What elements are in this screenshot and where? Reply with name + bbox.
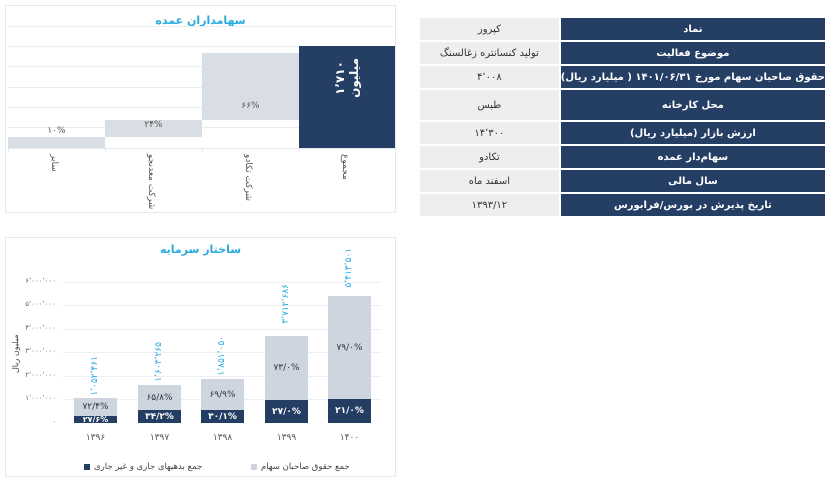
x-tick-label: ۱۳۹۶ bbox=[85, 433, 106, 443]
grid-line bbox=[7, 87, 394, 88]
table-row: سال مالی اسفند ماه bbox=[420, 170, 825, 192]
capital-chart-title: ساختار سرمایه bbox=[159, 243, 242, 256]
total-value: ۱٬۷۱۰ bbox=[333, 61, 347, 95]
grid-line bbox=[7, 46, 394, 47]
x-tick-label: ۱۴۰۰ bbox=[339, 433, 360, 443]
equity-segment: ۷۹/۰% bbox=[328, 296, 371, 399]
y-tick-label: ۵٬۰۰۰٬۰۰۰ bbox=[25, 300, 56, 308]
equity-segment: ۶۹/۹% bbox=[201, 379, 244, 410]
equity-segment: ۷۲/۴% bbox=[74, 398, 117, 416]
shareholders-chart-panel: سهامداران عمده ۱۰% ۲۴% ۶۶% ۱٬۷۱۰ میلیون … bbox=[5, 5, 396, 213]
row-label: ارزش بازار (میلیارد ریال) bbox=[558, 122, 825, 144]
y-tick-label: ۲٬۰۰۰٬۰۰۰ bbox=[25, 371, 56, 379]
bar-pct-label: ۱۰% bbox=[47, 126, 66, 136]
bar-other[interactable]: ۱۰% bbox=[8, 126, 105, 148]
debt-segment: ۲۱/۰% bbox=[328, 399, 371, 423]
row-value: تکادو bbox=[420, 146, 559, 168]
row-label: تاریخ پذیرش در بورس/فرابورس bbox=[558, 194, 825, 216]
x-tick-label: ۱۳۹۷ bbox=[149, 433, 170, 443]
bar-1396[interactable]: ۷۲/۴% ۲۷/۶% bbox=[74, 398, 117, 424]
axis-tick bbox=[202, 148, 203, 152]
x-axis-line bbox=[7, 148, 395, 149]
grid-line bbox=[63, 352, 381, 353]
y-tick-label: ۴٬۰۰۰٬۰۰۰ bbox=[25, 324, 56, 332]
y-tick-label: ۶٬۰۰۰٬۰۰۰ bbox=[25, 277, 56, 285]
legend-swatch-debt-icon bbox=[84, 464, 90, 470]
bar-1398[interactable]: ۶۹/۹% ۳۰/۱% bbox=[201, 379, 244, 423]
total-label: ۱٬۷۱۰ میلیون bbox=[333, 58, 361, 98]
bar-pct-label: ۶۶% bbox=[241, 101, 260, 111]
debt-segment: ۳۰/۱% bbox=[201, 410, 244, 423]
debt-segment: ۲۷/۶% bbox=[74, 415, 117, 424]
bar-total[interactable]: ۱٬۷۱۰ میلیون bbox=[299, 46, 395, 148]
x-tick-label: ۱۳۹۹ bbox=[276, 433, 297, 443]
bar-total-label: ۱٬۶۰۳٬۲۶۵ bbox=[154, 342, 164, 382]
table-row: سهام‌دار عمده تکادو bbox=[420, 146, 825, 168]
category-label-tekadoo: شرکت تکادو bbox=[243, 154, 253, 202]
company-info-table: نماد کپرور موضوع فعالیت تولید کنسانتره ز… bbox=[420, 16, 825, 218]
legend-label-debt: جمع بدهیهای جاری و غیر جاری bbox=[94, 462, 203, 472]
debt-segment: ۲۷/۰% bbox=[265, 400, 308, 423]
table-row: نماد کپرور bbox=[420, 18, 825, 40]
total-unit: میلیون bbox=[347, 58, 361, 98]
grid-line bbox=[63, 376, 381, 377]
axis-tick bbox=[299, 148, 300, 152]
grid-line bbox=[63, 282, 381, 283]
axis-tick bbox=[8, 148, 9, 152]
equity-segment: ۷۳/۰% bbox=[265, 336, 308, 400]
legend-item-debt[interactable]: جمع بدهیهای جاری و غیر جاری bbox=[84, 462, 202, 472]
bar-total-label: ۱٬۰۵۲٬۴۶۱ bbox=[90, 356, 100, 396]
bar-1400[interactable]: ۷۹/۰% ۲۱/۰% bbox=[328, 296, 371, 423]
y-tick-label: ۳٬۰۰۰٬۰۰۰ bbox=[25, 347, 56, 355]
table-row: تاریخ پذیرش در بورس/فرابورس ۱۳۹۳/۱۲ bbox=[420, 194, 825, 216]
category-label-total: مجموع bbox=[340, 154, 350, 180]
y-axis-label: میلیون ریال bbox=[11, 334, 20, 373]
table-row: حقوق صاحبان سهام مورخ ۱۴۰۱/۰۶/۳۱ ( میلیا… bbox=[420, 66, 825, 88]
grid-line bbox=[7, 66, 394, 67]
bar-tekadoo[interactable]: ۶۶% bbox=[202, 53, 299, 120]
legend-label-equity: جمع حقوق صاحبان سهام bbox=[261, 462, 350, 472]
bar-pct-label: ۲۴% bbox=[144, 120, 163, 130]
row-value: ۴٬۰۰۸ bbox=[420, 66, 559, 88]
row-value: کپرور bbox=[420, 18, 559, 40]
table-row: موضوع فعالیت تولید کنسانتره زغالسنگ bbox=[420, 42, 825, 64]
grid-line bbox=[7, 107, 394, 108]
table-row: محل کارخانه طبس bbox=[420, 90, 825, 120]
grid-line bbox=[7, 26, 394, 27]
row-label: موضوع فعالیت bbox=[558, 42, 825, 64]
row-value: اسفند ماه bbox=[420, 170, 559, 192]
grid-line bbox=[63, 305, 381, 306]
capital-structure-chart-panel: ساختار سرمایه ۶٬۰۰۰٬۰۰۰ ۵٬۰۰۰٬۰۰۰ ۴٬۰۰۰٬… bbox=[5, 237, 396, 477]
row-label: سهام‌دار عمده bbox=[558, 146, 825, 168]
row-label: محل کارخانه bbox=[558, 90, 825, 120]
bar-total-label: ۵٬۴۱۳٬۵۰۱ bbox=[344, 248, 354, 288]
bar-madanjoo[interactable]: ۲۴% bbox=[105, 120, 202, 137]
category-label-other: ساير bbox=[49, 154, 59, 172]
bar-total-label: ۱٬۸۵۱٬۰۵۰ bbox=[217, 336, 227, 376]
y-tick-label: ۰ bbox=[52, 418, 56, 426]
bar-1399[interactable]: ۷۳/۰% ۲۷/۰% bbox=[265, 336, 308, 423]
grid-line bbox=[63, 329, 381, 330]
bar-total-label: ۳٬۷۱۲٬۶۸۶ bbox=[281, 284, 291, 324]
y-tick-label: ۱٬۰۰۰٬۰۰۰ bbox=[25, 394, 56, 402]
shareholders-chart-title: سهامداران عمده bbox=[155, 14, 246, 27]
bar-1397[interactable]: ۶۵/۸% ۳۴/۲% bbox=[138, 385, 181, 423]
axis-tick bbox=[105, 148, 106, 152]
legend-swatch-equity-icon bbox=[251, 464, 257, 470]
row-label: حقوق صاحبان سهام مورخ ۱۴۰۱/۰۶/۳۱ ( میلیا… bbox=[558, 66, 825, 88]
row-value: طبس bbox=[420, 90, 559, 120]
x-tick-label: ۱۳۹۸ bbox=[212, 433, 233, 443]
row-value: ۱۳۹۳/۱۲ bbox=[420, 194, 559, 216]
table-row: ارزش بازار (میلیارد ریال) ۱۴٬۳۰۰ bbox=[420, 122, 825, 144]
legend-item-equity[interactable]: جمع حقوق صاحبان سهام bbox=[251, 462, 350, 472]
row-label: سال مالی bbox=[558, 170, 825, 192]
equity-segment: ۶۵/۸% bbox=[138, 385, 181, 410]
row-value: ۱۴٬۳۰۰ bbox=[420, 122, 559, 144]
category-label-madanjoo: شرکت معدنجو bbox=[146, 154, 156, 210]
row-value: تولید کنسانتره زغالسنگ bbox=[420, 42, 559, 64]
debt-segment: ۳۴/۲% bbox=[138, 410, 181, 423]
row-label: نماد bbox=[558, 18, 825, 40]
